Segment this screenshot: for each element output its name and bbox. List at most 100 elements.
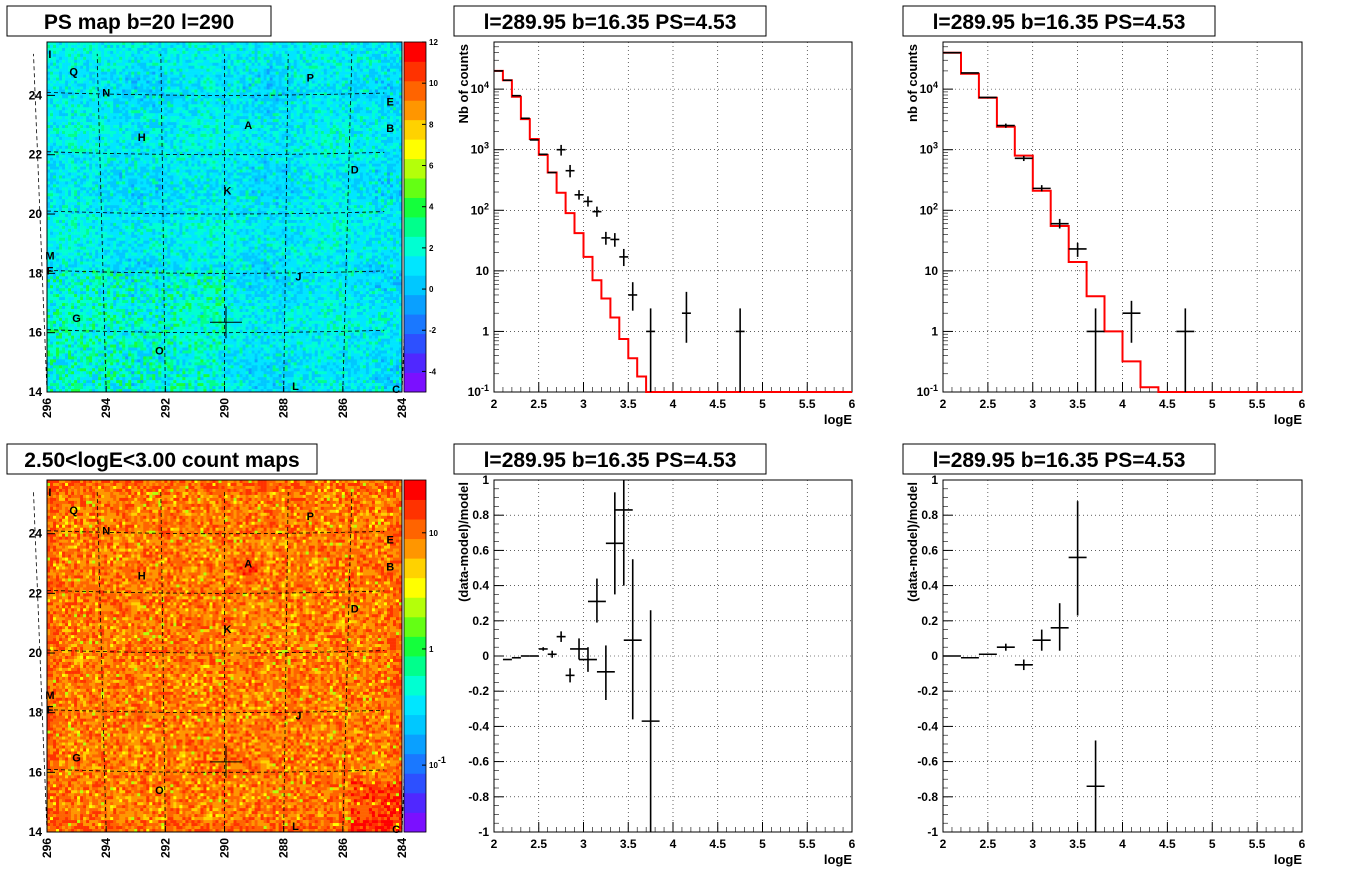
heatmap-cell: [101, 160, 105, 164]
heatmap-cell: [77, 282, 81, 286]
heatmap-cell: [95, 258, 99, 262]
heatmap-cell: [56, 139, 60, 144]
heatmap-cell: [95, 243, 99, 247]
heatmap-cell: [74, 56, 78, 61]
heatmap-cell: [56, 101, 60, 105]
heatmap-cell: [53, 240, 57, 244]
heatmap-cell: [167, 222, 171, 227]
heatmap-cell: [164, 101, 168, 105]
heatmap-cell: [86, 136, 90, 141]
heatmap-cell: [101, 181, 105, 185]
heatmap-cell: [161, 163, 165, 167]
heatmap-cell: [68, 62, 72, 67]
heatmap-cell: [137, 157, 141, 161]
heatmap-cell: [125, 371, 129, 375]
heatmap-cell: [113, 288, 117, 292]
heatmap-cell: [62, 205, 66, 209]
heatmap-cell: [53, 326, 57, 331]
heatmap-cell: [137, 338, 141, 342]
heatmap-cell: [65, 320, 69, 325]
heatmap-cell: [53, 68, 57, 72]
heatmap-cell: [137, 214, 141, 218]
heatmap-cell: [131, 190, 135, 194]
heatmap-cell: [65, 190, 69, 194]
heatmap-cell: [89, 56, 93, 61]
heatmap-cell: [161, 74, 165, 78]
heatmap-cell: [143, 383, 147, 387]
heatmap-cell: [98, 234, 102, 239]
heatmap-cell: [158, 205, 162, 209]
heatmap-cell: [92, 160, 96, 164]
heatmap-cell: [158, 383, 162, 387]
heatmap-cell: [164, 222, 168, 227]
heatmap-cell: [47, 116, 51, 120]
heatmap-cell: [125, 225, 129, 230]
heatmap-cell: [113, 249, 117, 253]
heatmap-cell: [137, 122, 141, 126]
heatmap-cell: [122, 311, 126, 316]
heatmap-cell: [131, 300, 135, 304]
heatmap-cell: [164, 196, 168, 200]
heatmap-cell: [128, 193, 132, 197]
heatmap-cell: [134, 249, 138, 253]
heatmap-cell: [101, 246, 105, 250]
heatmap-cell: [80, 56, 84, 61]
heatmap-cell: [62, 42, 66, 46]
heatmap-cell: [110, 86, 114, 90]
heatmap-cell: [65, 252, 69, 256]
heatmap-cell: [140, 42, 144, 46]
heatmap-cell: [62, 380, 66, 384]
heatmap-cell: [107, 119, 111, 123]
heatmap-cell: [74, 294, 78, 298]
heatmap-cell: [68, 193, 72, 197]
heatmap-cell: [50, 225, 54, 230]
heatmap-cell: [71, 110, 75, 114]
heatmap-cell: [116, 252, 120, 256]
heatmap-cell: [155, 154, 159, 158]
heatmap-cell: [149, 113, 153, 117]
heatmap-cell: [104, 300, 108, 304]
heatmap-cell: [158, 199, 162, 203]
heatmap-cell: [92, 219, 96, 224]
heatmap-cell: [128, 329, 132, 333]
heatmap-cell: [116, 317, 120, 322]
heatmap-cell: [101, 252, 105, 256]
heatmap-cell: [152, 270, 156, 274]
heatmap-cell: [98, 169, 102, 173]
heatmap-cell: [143, 142, 147, 147]
heatmap-cell: [161, 44, 165, 49]
heatmap-cell: [65, 234, 69, 239]
heatmap-cell: [137, 341, 141, 345]
heatmap-cell: [143, 389, 147, 393]
heatmap-cell: [83, 219, 87, 224]
heatmap-cell: [47, 98, 51, 102]
heatmap-cell: [71, 160, 75, 164]
heatmap-cell: [116, 133, 120, 138]
heatmap-cell: [89, 196, 93, 200]
heatmap-cell: [50, 270, 54, 274]
heatmap-cell: [47, 225, 51, 230]
heatmap-cell: [161, 320, 165, 325]
heatmap-cell: [56, 53, 60, 58]
heatmap-cell: [68, 249, 72, 253]
heatmap-cell: [107, 285, 111, 289]
heatmap-cell: [47, 288, 51, 292]
heatmap-cell: [104, 95, 108, 99]
heatmap-cell: [56, 125, 60, 129]
heatmap-cell: [125, 320, 129, 325]
heatmap-cell: [167, 190, 171, 194]
heatmap-cell: [140, 157, 144, 161]
heatmap-cell: [131, 151, 135, 156]
heatmap-cell: [47, 95, 51, 99]
heatmap-cell: [104, 303, 108, 307]
heatmap-cell: [122, 92, 126, 96]
heatmap-cell: [89, 252, 93, 256]
heatmap-cell: [62, 365, 66, 369]
heatmap-cell: [68, 237, 72, 242]
heatmap-cell: [101, 125, 105, 129]
heatmap-cell: [92, 130, 96, 135]
heatmap-cell: [47, 172, 51, 176]
heatmap-cell: [71, 166, 75, 170]
heatmap-cell: [170, 154, 174, 158]
heatmap-cell: [113, 252, 117, 256]
